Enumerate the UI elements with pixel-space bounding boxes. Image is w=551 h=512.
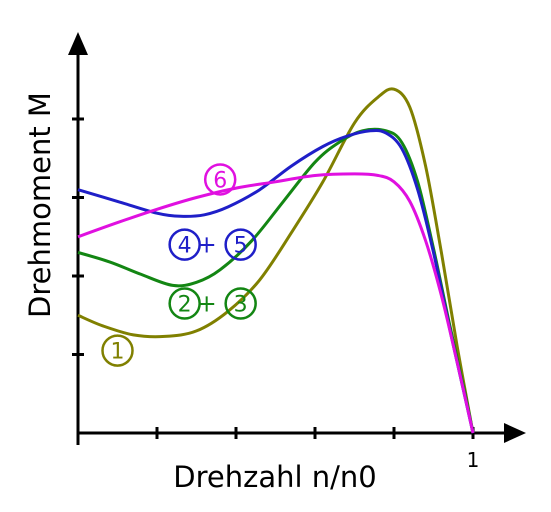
curve-label-circle	[101, 334, 134, 367]
curve-label-circle	[224, 287, 257, 320]
curve-label-circle	[224, 228, 257, 261]
curve-labels: 12 +34 +56	[101, 163, 257, 367]
axes: 1	[68, 32, 526, 472]
y-axis-label: Drehmoment M	[23, 92, 57, 318]
curve-series-3	[77, 129, 475, 434]
curve-label-3: 4 +5	[168, 228, 257, 261]
curve-series-4	[77, 172, 475, 434]
curve-label-number: 3	[234, 292, 248, 317]
x-tick-label-0: 1	[467, 448, 480, 472]
curve-label-number: 5	[234, 234, 248, 259]
curve-label-number: 4	[178, 234, 192, 259]
curve-label-circle	[168, 228, 201, 261]
curve-series-1	[77, 87, 475, 434]
curve-label-number: 6	[213, 168, 227, 193]
y-axis-arrow	[68, 32, 88, 55]
curve-label-circle	[203, 163, 237, 196]
x-axis-label: Drehzahl n/n0	[173, 460, 376, 494]
curve-label-number: 1	[111, 340, 125, 365]
curve-label-1: 1	[101, 334, 134, 367]
curve-label-4: 6	[203, 163, 237, 196]
curve-label-2: 2 +3	[168, 287, 257, 320]
curves	[77, 87, 475, 434]
curve-label-plus: +	[197, 231, 217, 259]
curve-label-circle	[168, 287, 201, 320]
x-axis-arrow	[504, 423, 526, 443]
curve-label-number: 2	[178, 292, 192, 317]
curve-label-plus: +	[197, 289, 217, 317]
